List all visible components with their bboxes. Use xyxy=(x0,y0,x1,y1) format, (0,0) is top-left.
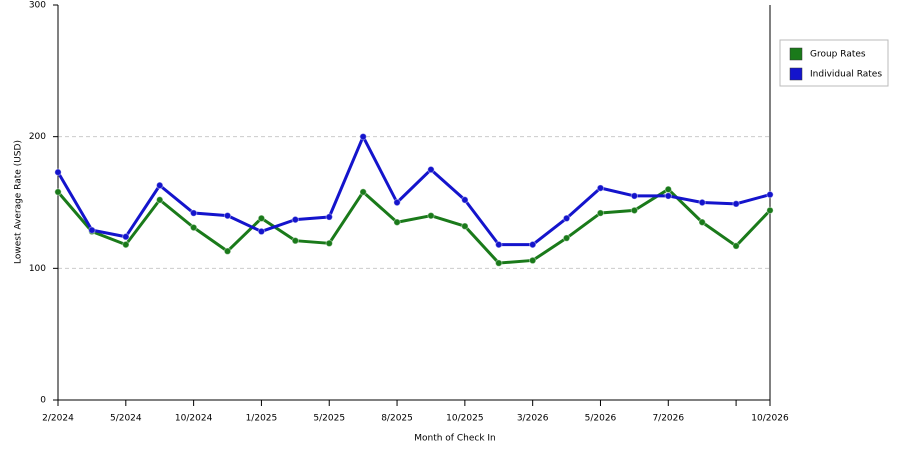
data-point xyxy=(291,236,300,245)
data-point xyxy=(156,196,164,204)
legend-label: Group Rates xyxy=(810,50,866,60)
data-point xyxy=(54,168,62,176)
data-point xyxy=(461,222,469,230)
legend-swatch xyxy=(789,47,803,61)
series-line xyxy=(56,135,771,247)
y-axis-label: Lowest Average Rate (USD) xyxy=(14,140,24,264)
data-point xyxy=(698,198,706,207)
data-point xyxy=(189,223,198,232)
data-point xyxy=(223,247,232,255)
data-point xyxy=(156,181,164,190)
data-point xyxy=(88,226,96,234)
data-point xyxy=(325,239,333,248)
data-point xyxy=(766,190,774,199)
y-tick-label: 100 xyxy=(29,264,46,274)
data-point xyxy=(766,206,774,215)
data-point xyxy=(393,198,401,207)
x-tick-label: 10/2026 xyxy=(751,414,789,424)
x-tick-label: 5/2025 xyxy=(313,414,345,424)
data-point xyxy=(359,132,367,141)
x-tick-label: 5/2026 xyxy=(585,414,617,424)
data-point xyxy=(528,256,537,265)
x-tick-label: 10/2025 xyxy=(446,414,483,424)
data-point xyxy=(596,209,605,217)
data-point xyxy=(427,165,435,174)
data-point xyxy=(223,211,232,220)
data-point xyxy=(732,200,740,208)
data-point xyxy=(291,215,300,224)
data-point xyxy=(257,214,266,223)
data-point xyxy=(664,185,672,194)
data-point xyxy=(495,240,503,249)
y-tick-label: 200 xyxy=(29,132,46,142)
data-point xyxy=(562,234,571,242)
data-point xyxy=(359,188,367,196)
data-point xyxy=(698,218,706,226)
data-point xyxy=(664,192,672,200)
data-point xyxy=(393,218,401,226)
data-point xyxy=(562,214,571,223)
data-point xyxy=(122,240,130,249)
x-tick-label: 3/2026 xyxy=(517,414,549,424)
x-tick-label: 10/2024 xyxy=(175,414,213,424)
legend-label: Individual Rates xyxy=(810,70,882,80)
x-tick-label: 2/2024 xyxy=(42,414,74,424)
data-point xyxy=(732,242,740,250)
data-point xyxy=(325,213,333,221)
x-tick-label: 7/2026 xyxy=(652,414,684,424)
series-line xyxy=(56,187,772,265)
x-axis-label: Month of Check In xyxy=(414,434,496,444)
y-tick-label: 0 xyxy=(40,396,46,406)
data-point xyxy=(495,259,503,267)
x-tick-label: 5/2024 xyxy=(110,414,142,424)
data-point xyxy=(461,196,469,204)
data-point xyxy=(596,184,605,192)
data-point xyxy=(54,188,62,196)
data-point xyxy=(630,206,639,215)
y-tick-label: 300 xyxy=(29,1,46,11)
data-point xyxy=(257,227,266,236)
legend-swatch xyxy=(789,67,803,81)
data-point xyxy=(427,211,435,220)
data-point xyxy=(122,233,130,241)
x-tick-label: 8/2025 xyxy=(381,414,413,424)
data-point xyxy=(630,192,639,200)
x-tick-label: 1/2025 xyxy=(246,414,278,424)
data-point xyxy=(528,240,537,249)
data-point xyxy=(189,209,198,217)
